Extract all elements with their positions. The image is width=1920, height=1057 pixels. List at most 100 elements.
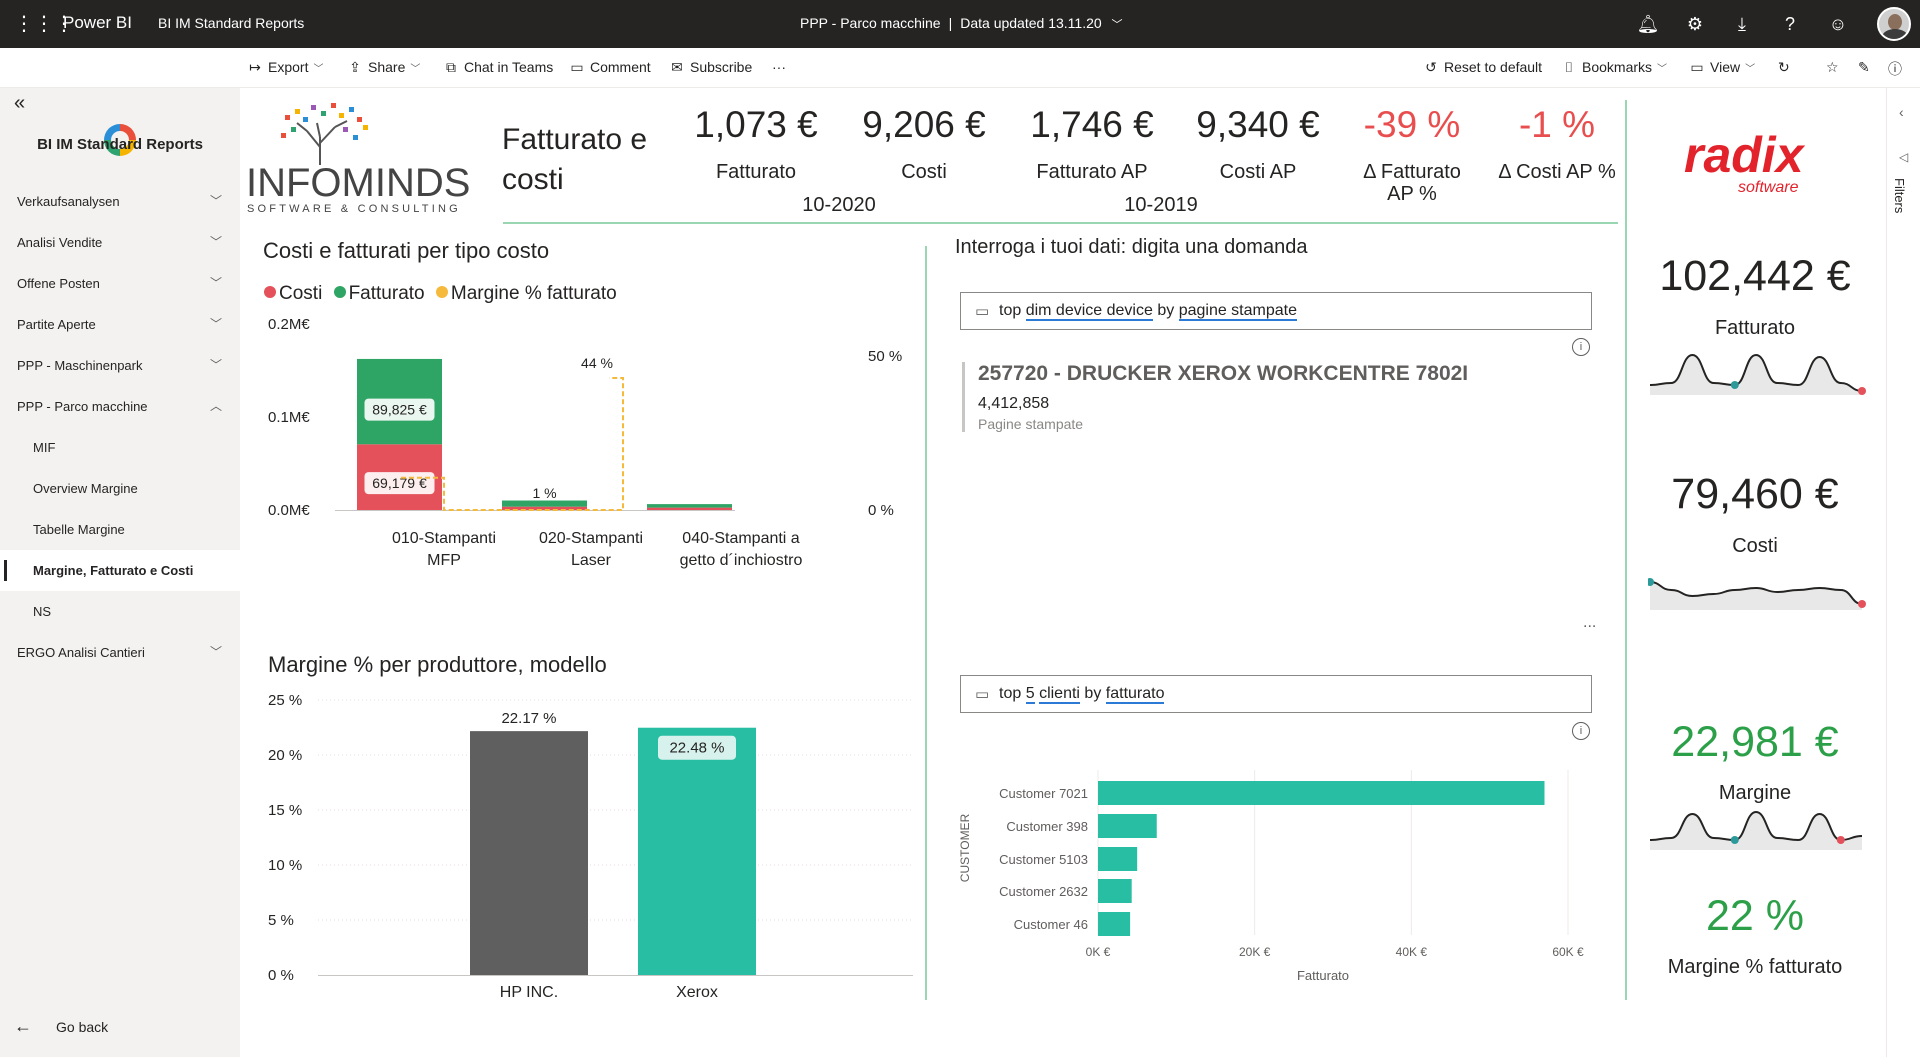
title-separator: | [948,15,953,31]
go-back-button[interactable]: ← Go back [14,1016,108,1037]
kpi-costi-label: Costi [901,161,947,183]
nav-item-mif[interactable]: MIF [0,427,240,468]
x-axis-title: Fatturato [1297,968,1349,983]
nav-item-verkaufsanalysen[interactable]: Verkaufsanalysen ﹀ [0,181,240,222]
nav-item-ppp-parco-macchine[interactable]: PPP - Parco macchine ︿ [0,386,240,427]
chevron-down-icon: ﹀ [1745,64,1756,75]
arrow-left-icon: ← [14,1016,32,1036]
nav-item-label: ERGO Analisi Cantieri [17,645,145,660]
chevron-down-icon: ﹀ [313,64,324,75]
more-options-icon[interactable]: ... [1583,614,1597,631]
info-icon[interactable]: i [1572,722,1590,740]
refresh-icon[interactable]: ↻ [1778,59,1790,75]
smiley-icon[interactable]: ☺ [1828,14,1848,34]
info-icon[interactable]: i [1572,338,1590,356]
nav-list: Verkaufsanalysen ﹀ Analisi Vendite ﹀ Offen… [0,181,240,673]
nav-item-label: Partite Aperte [17,317,96,332]
subscribe-button[interactable]: ✉ Subscribe [668,59,752,76]
chevron-left-icon[interactable]: ‹ [1899,104,1904,120]
qna-answer-card: 257720 - DRUCKER XEROX WORKCENTRE 7802I … [962,362,1468,432]
report-heading-line2: costi [502,163,564,196]
comment-icon: ▭ [570,59,584,75]
nav-item-overview-margine[interactable]: Overview Margine [0,468,240,509]
bar-margine [470,731,588,975]
edit-icon[interactable]: ✎ [1858,59,1870,75]
bell-icon[interactable]: 🔔︎ [1636,14,1660,34]
view-button[interactable]: ▭ View ﹀ [1688,59,1755,76]
report-title[interactable]: PPP - Parco macchine | Data updated 13.11.… [800,15,1123,32]
period-current: 10-2020 [802,194,876,216]
chat-in-teams-button[interactable]: ⧉ Chat in Teams [442,59,553,76]
help-icon[interactable]: ? [1784,14,1795,34]
filters-pane-collapsed[interactable]: ‹ ◁ Filters [1886,88,1920,1057]
radix-wordmark: radix [1684,127,1806,183]
y-tick: 0.1M€ [268,409,310,426]
sparkline-area [1650,355,1862,395]
info-icon[interactable]: ⓘ [1888,61,1902,77]
y-tick: 10 % [268,857,302,874]
bar-fatturato-cliente [1098,814,1157,838]
workspace-name[interactable]: BI IM Standard Reports [158,15,305,31]
chart-costi-fatturati: 69,179 € 89,825 € 44 % 1 % [335,355,735,511]
app-name[interactable]: Power BI [63,13,132,32]
subscribe-label: Subscribe [690,59,753,75]
nav-item-label: Tabelle Margine [33,522,125,537]
kpi-costi-ap-value: 9,340 € [1196,104,1320,145]
nav-item-ergo-analisi-cantieri[interactable]: ERGO Analisi Cantieri ﹀ [0,632,240,673]
share-button[interactable]: ⇪ Share ﹀ [346,59,420,76]
infominds-logo: INFOMINDS SOFTWARE & CONSULTING [246,103,470,215]
nav-item-partite-aperte[interactable]: Partite Aperte ﹀ [0,304,240,345]
avatar[interactable] [1877,7,1911,41]
sparkline-high-marker [1648,578,1654,586]
nav-item-label: MIF [33,440,56,455]
y-category-label: Customer 7021 [999,786,1088,801]
filter-icon: ◁ [1899,150,1909,164]
legend-margine-swatch [435,285,448,298]
sparkline-high-marker [1730,381,1739,389]
x-tick: 20K € [1239,945,1271,959]
share-icon: ⇪ [349,59,361,75]
chart-top-clienti: 0K € 20K € 40K € 60K € Customer 7021 Customer… [958,770,1584,983]
gear-icon[interactable]: ⚙ [1686,14,1704,34]
sparkline-costi [1648,578,1866,610]
nav-item-tabelle-margine[interactable]: Tabelle Margine [0,509,240,550]
nav-item-margine-fatturato-costi[interactable]: Margine, Fatturato e Costi [0,550,240,591]
x-category-label: Xerox [676,984,718,1001]
bookmarks-button[interactable]: ⌷ Bookmarks ﹀ [1560,59,1667,76]
qna-input-1[interactable]: ▭ top dim device device by pagine stampa… [960,292,1592,330]
view-icon: ▭ [1690,59,1704,75]
bar-fatturato [502,500,587,507]
sparkline-line [1649,810,1863,842]
collapse-nav-icon[interactable]: « [14,92,26,114]
card-margine-pct-value: 22 % [1705,892,1804,940]
qna-term: fatturato [1105,685,1165,704]
x-tick: 0K € [1086,945,1111,959]
chevron-up-icon: ︿ [209,399,222,413]
reset-icon: ↺ [1425,59,1437,75]
data-updated: Data updated 13.11.20 [960,15,1102,31]
nav-item-ppp-maschinenpark[interactable]: PPP - Maschinenpark ﹀ [0,345,240,386]
filters-label: Filters [1892,178,1907,214]
qna-answer-title: 257720 - DRUCKER XEROX WORKCENTRE 7802I [978,362,1469,385]
qna-term: dim device device [1025,302,1153,321]
legend-costi-swatch [264,285,276,298]
qna-term: pagine stampate [1178,302,1297,321]
chevron-down-icon: ﹀ [209,194,222,208]
export-button[interactable]: ↦ Export ﹀ [246,59,323,76]
y-category-label: Customer 398 [1006,819,1088,834]
reset-to-default-button[interactable]: ↺ Reset to default [1422,59,1542,76]
download-icon[interactable]: ⤓ [1738,14,1746,34]
sparkline-margine [1649,810,1863,850]
qna-input-2[interactable]: ▭ top 5 clienti by fatturato [960,675,1592,713]
nav-item-offene-posten[interactable]: Offene Posten ﹀ [0,263,240,304]
data-label: 22.17 % [501,710,556,727]
waffle-icon[interactable]: ⋮⋮⋮ [14,13,74,35]
x-category-label: 020-Stampanti Laser [538,530,644,569]
comment-label: Comment [590,59,651,75]
more-options-button[interactable]: ··· [772,59,786,75]
nav-item-ns[interactable]: NS [0,591,240,632]
nav-item-analisi-vendite[interactable]: Analisi Vendite ﹀ [0,222,240,263]
favorite-star-icon[interactable]: ☆ [1826,59,1839,75]
comment-button[interactable]: ▭ Comment [568,59,651,76]
kpi-delta-fatturato-value: -39 % [1363,104,1461,145]
